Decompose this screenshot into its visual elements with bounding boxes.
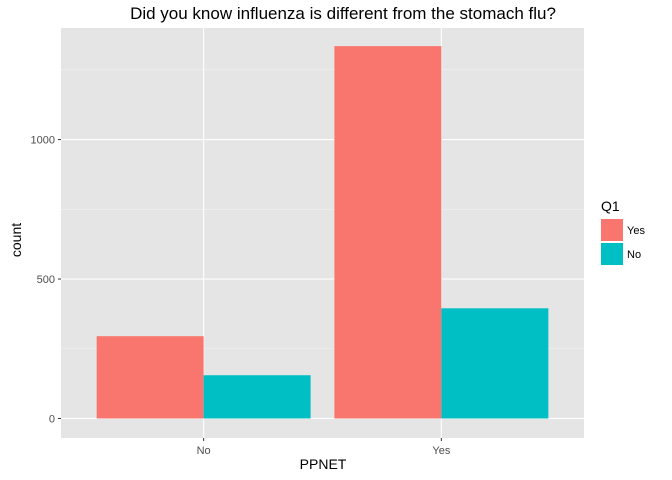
bar-yes-no <box>441 308 549 419</box>
x-axis-ticks: No Yes <box>197 438 451 457</box>
y-axis-title: count <box>8 223 24 257</box>
x-tick-label: Yes <box>432 445 450 457</box>
chart-title: Did you know influenza is different from… <box>130 4 556 23</box>
bar-no-yes <box>96 336 204 419</box>
y-tick-label: 1000 <box>31 135 55 147</box>
legend-label-yes: Yes <box>627 225 645 237</box>
bar-yes-yes <box>334 46 442 419</box>
legend: Q1 Yes No <box>601 198 645 265</box>
bars <box>96 46 549 419</box>
y-axis-ticks: 0 500 1000 <box>31 135 61 425</box>
x-axis-title: PPNET <box>300 456 347 472</box>
y-tick-label: 500 <box>37 274 55 286</box>
y-tick-label: 0 <box>49 413 55 425</box>
legend-key-no <box>601 243 623 265</box>
legend-title: Q1 <box>601 198 620 214</box>
legend-key-yes <box>601 219 623 241</box>
x-tick-label: No <box>197 445 211 457</box>
bar-no-no <box>203 375 311 419</box>
legend-label-no: No <box>627 249 641 261</box>
